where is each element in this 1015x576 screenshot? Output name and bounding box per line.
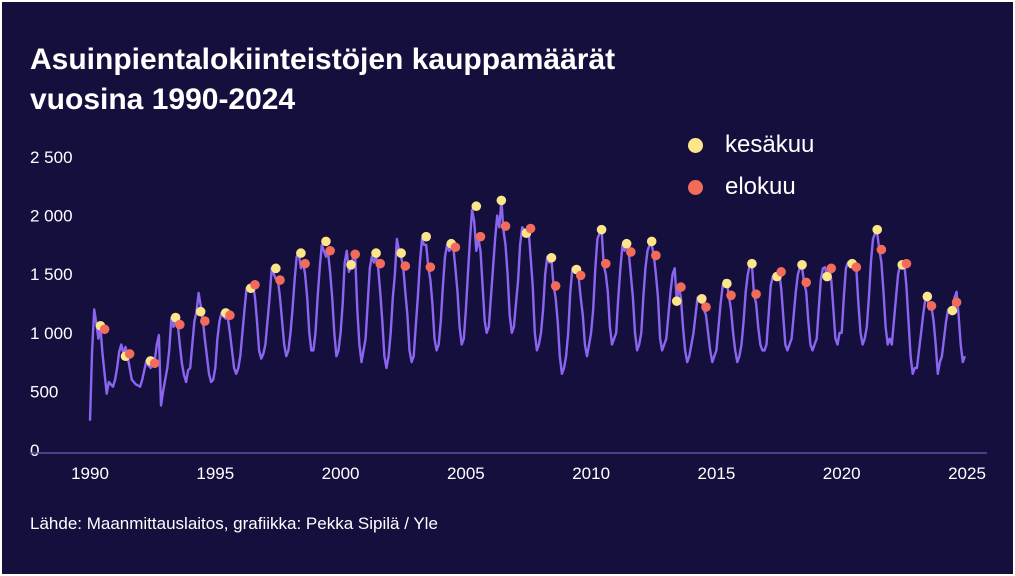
legend-august-marker (688, 179, 703, 195)
x-tick-label: 2025 (948, 464, 986, 483)
x-tick-label: 2015 (698, 464, 736, 483)
marker-august (124, 349, 135, 359)
marker-august (751, 289, 761, 299)
marker-august (400, 261, 411, 271)
marker-august (701, 302, 711, 312)
marker-june (872, 224, 883, 235)
marker-august (801, 277, 812, 288)
marker-august (250, 279, 260, 290)
marker-august (99, 324, 110, 335)
marker-june (697, 294, 707, 304)
marker-june (797, 260, 807, 270)
marker-june (371, 248, 381, 258)
x-tick-label: 2010 (572, 464, 610, 483)
marker-august (826, 263, 837, 274)
marker-august (626, 247, 636, 257)
marker-august (951, 297, 962, 308)
y-tick-label: 0 (30, 441, 39, 460)
marker-august (500, 221, 511, 231)
y-tick-label: 2 500 (30, 148, 73, 167)
marker-august (300, 258, 310, 269)
marker-august (350, 249, 360, 260)
marker-august (450, 242, 461, 253)
marker-august (575, 270, 586, 281)
legend-item-june: kesäkuu (688, 124, 814, 166)
marker-june (471, 201, 482, 212)
marker-august (676, 282, 686, 292)
marker-june (747, 258, 757, 269)
marker-june (546, 252, 557, 263)
marker-august (851, 262, 862, 272)
legend-august-label: elokuu (725, 173, 796, 200)
marker-august (776, 267, 786, 277)
y-axis: 0 500 1 000 1 500 2 000 2 500 (30, 148, 73, 460)
marker-june (621, 238, 632, 249)
marker-june (596, 224, 607, 235)
marker-august (174, 319, 185, 330)
marker-june (646, 236, 657, 247)
marker-august (375, 258, 386, 269)
marker-august (225, 310, 235, 321)
y-tick-label: 1 000 (30, 324, 73, 343)
marker-august (901, 258, 912, 269)
x-tick-label: 2000 (322, 464, 360, 483)
marker-august (475, 231, 486, 242)
marker-august (200, 316, 210, 326)
marker-june (822, 271, 832, 282)
x-tick-label: 2005 (447, 464, 485, 483)
marker-august (651, 250, 661, 261)
y-tick-label: 2 000 (30, 207, 73, 226)
marker-june (296, 248, 306, 258)
x-tick-label: 1995 (196, 464, 234, 483)
legend-item-august: elokuu (688, 166, 814, 208)
marker-june (170, 312, 181, 323)
marker-june (421, 231, 431, 242)
marker-june (722, 278, 732, 289)
legend: kesäkuu elokuu (688, 124, 814, 208)
marker-june (922, 291, 933, 302)
marker-june (195, 306, 206, 317)
chart-title-line-1: Asuinpientalokiinteistöjen kauppamäärät (30, 43, 616, 76)
x-tick-label: 1990 (71, 464, 109, 483)
marker-august (876, 244, 887, 255)
marker-june (947, 305, 958, 316)
marker-august (425, 262, 436, 272)
marker-june (496, 195, 507, 206)
chart-title: Asuinpientalokiinteistöjen kauppamäärät … (30, 40, 790, 120)
y-tick-label: 1 500 (30, 265, 73, 284)
marker-august (325, 245, 335, 256)
marker-june (271, 263, 281, 274)
marker-june (671, 296, 682, 306)
source-note: Lähde: Maanmittauslaitos, grafiikka: Pek… (30, 514, 438, 533)
legend-june-label: kesäkuu (725, 131, 815, 158)
x-axis: 1990 1995 2000 2005 2010 2015 2020 2025 (30, 452, 987, 483)
marker-august (600, 258, 611, 269)
marker-august (525, 223, 536, 234)
marker-june (346, 260, 356, 270)
marker-june (321, 236, 331, 247)
y-tick-label: 500 (30, 382, 58, 401)
marker-august (275, 275, 285, 285)
chart-title-line-2: vuosina 1990-2024 (30, 83, 296, 116)
marker-june (396, 248, 406, 258)
marker-august (149, 358, 160, 369)
legend-june-marker (688, 137, 703, 153)
marker-august (926, 301, 937, 311)
highlight-markers (95, 195, 962, 369)
x-tick-label: 2020 (823, 464, 861, 483)
marker-august (550, 281, 561, 291)
marker-august (726, 290, 736, 301)
